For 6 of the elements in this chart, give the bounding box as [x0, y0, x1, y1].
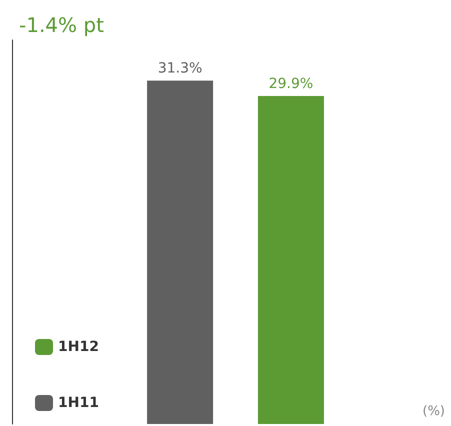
data-label: 29.9% — [268, 76, 314, 92]
legend-label: 1H12 — [58, 339, 99, 355]
chart-title: -1.4% pt — [19, 13, 104, 37]
text: (%) — [422, 404, 446, 419]
data-label: 31.3% — [158, 60, 202, 77]
legend-label: 1H11 — [58, 395, 99, 411]
